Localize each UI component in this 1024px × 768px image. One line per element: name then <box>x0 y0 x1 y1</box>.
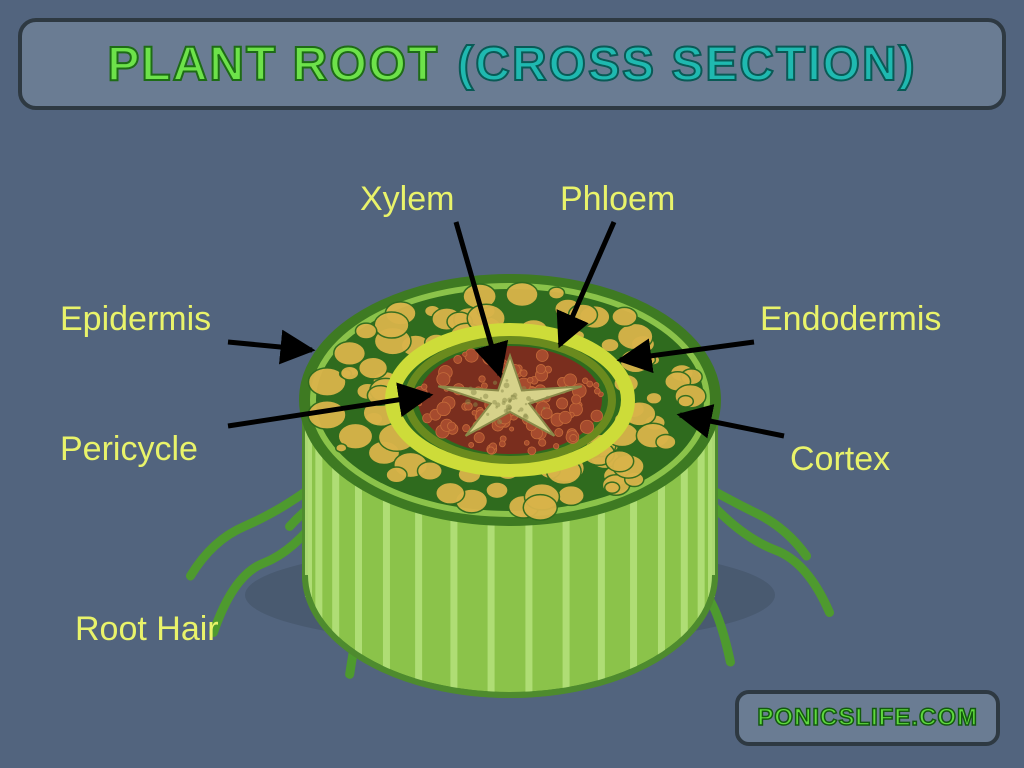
title-box: PLANT ROOT (CROSS SECTION) <box>18 18 1006 110</box>
root-cross-section-diagram <box>0 0 1024 768</box>
label-phloem: Phloem <box>560 180 675 219</box>
watermark-text: PONICSLIFE.COM <box>757 704 978 731</box>
watermark-box: PONICSLIFE.COM <box>735 690 1000 746</box>
label-cortex: Cortex <box>790 440 890 479</box>
label-xylem: Xylem <box>360 180 454 219</box>
label-pericycle: Pericycle <box>60 430 198 469</box>
title-main: PLANT ROOT <box>107 37 439 92</box>
label-roothair: Root Hair <box>75 610 219 649</box>
title-paren: (CROSS SECTION) <box>457 37 916 92</box>
label-endodermis: Endodermis <box>760 300 941 339</box>
label-epidermis: Epidermis <box>60 300 211 339</box>
arrow-epidermis <box>228 342 312 350</box>
